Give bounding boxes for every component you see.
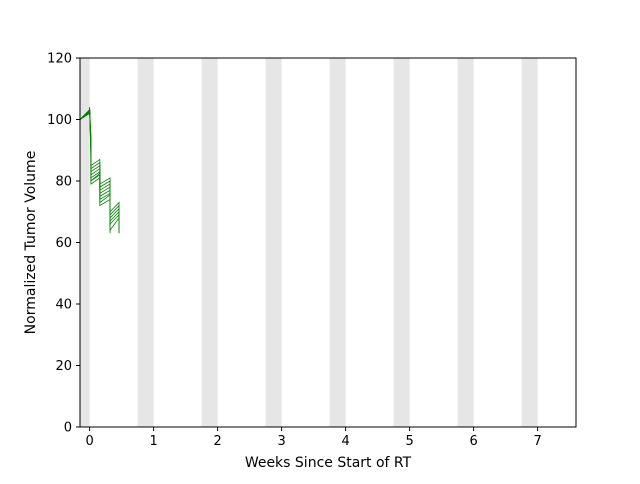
weekend-band-2 [201, 58, 218, 427]
x-tick-label: 4 [341, 434, 349, 449]
x-tick-label: 1 [149, 434, 157, 449]
y-tick-label: 120 [47, 52, 72, 67]
x-tick-label: 0 [85, 434, 93, 449]
y-tick-label: 0 [64, 421, 72, 436]
y-axis-ticks: 0 20 40 60 80 100 120 [47, 52, 80, 436]
x-axis-ticks: 0 1 2 3 4 5 6 7 [85, 427, 542, 449]
weekend-band-7 [521, 58, 538, 427]
plot-background [80, 58, 576, 427]
series-line-7 [80, 109, 111, 228]
y-tick-label: 40 [55, 298, 72, 313]
weekend-band-1 [137, 58, 154, 427]
y-tick-label: 100 [47, 113, 72, 128]
weekend-band-5 [393, 58, 410, 427]
x-tick-label: 6 [469, 434, 477, 449]
y-tick-label: 20 [55, 359, 72, 374]
y-axis-label: Normalized Tumor Volume [23, 151, 39, 335]
x-tick-label: 2 [213, 434, 221, 449]
x-axis-label: Weeks Since Start of RT [245, 455, 412, 471]
weekend-bands [80, 58, 538, 427]
weekend-band-3 [265, 58, 282, 427]
x-tick-label: 7 [533, 434, 541, 449]
tumor-volume-lines [80, 107, 120, 234]
x-tick-label: 3 [277, 434, 285, 449]
weekend-band-4 [329, 58, 346, 427]
weekend-band-0 [80, 58, 90, 427]
y-tick-label: 60 [55, 236, 72, 251]
x-tick-label: 5 [405, 434, 413, 449]
y-tick-label: 80 [55, 175, 72, 190]
weekend-band-6 [457, 58, 474, 427]
